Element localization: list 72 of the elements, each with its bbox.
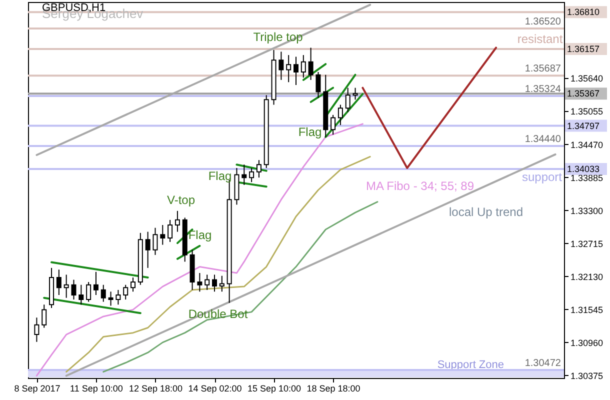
y-tick-label: 1.34470 — [570, 140, 604, 150]
y-tick-label: 1.32715 — [570, 238, 604, 249]
candlestick — [152, 227, 158, 256]
candlestick — [168, 219, 173, 242]
candlestick — [130, 277, 136, 292]
candlestick — [204, 274, 210, 290]
candlestick — [71, 279, 76, 300]
annotation: Triple top — [253, 30, 304, 44]
candlestick — [256, 160, 262, 178]
band-label: Support Zone — [437, 358, 504, 371]
candlestick — [42, 304, 47, 328]
candlestick — [294, 56, 298, 86]
candlestick — [145, 231, 150, 268]
candlestick — [78, 284, 84, 306]
candlestick — [249, 167, 254, 183]
ref-line-label: 1.35687 — [524, 64, 562, 75]
candlestick — [123, 284, 128, 300]
candlestick — [108, 291, 114, 306]
candlestick — [338, 104, 343, 126]
candlestick — [242, 164, 247, 186]
candlestick — [352, 87, 358, 100]
annotation: Flag — [188, 228, 212, 242]
y-tick-label: 1.35640 — [570, 74, 604, 84]
ref-line-label: 1.35367 — [567, 88, 600, 99]
candlestick — [316, 72, 321, 98]
x-tick-label: 11 Sep 10:00 — [70, 384, 123, 394]
candlestick — [278, 51, 284, 80]
annotation: Flag — [208, 169, 232, 183]
candlestick — [56, 269, 62, 296]
line-series — [36, 123, 364, 376]
annotation: resistant — [517, 32, 564, 46]
candlestick — [174, 210, 180, 232]
y-tick-label: 1.35055 — [570, 106, 604, 117]
candlestick — [219, 275, 224, 292]
y-tick-label: 1.30960 — [570, 338, 604, 348]
candlestick — [86, 282, 92, 302]
x-tick-label: 18 Sep 18:00 — [306, 384, 360, 394]
ref-line-label: 1.34033 — [567, 164, 600, 174]
ref-line-label: 1.36810 — [567, 7, 600, 18]
candlestick — [345, 87, 350, 113]
candlestick — [160, 224, 166, 246]
annotation: support — [522, 170, 563, 184]
candlestick — [300, 54, 306, 78]
x-tick-label: 12 Sep 18:00 — [128, 384, 183, 394]
y-tick-label: 1.33885 — [570, 172, 604, 183]
y-tick-label: 1.30375 — [570, 370, 604, 381]
candlestick — [93, 271, 98, 296]
candlestick — [116, 289, 121, 306]
candlestick — [212, 274, 218, 292]
annotation: MA Fibo - 34; 55; 89 — [366, 179, 474, 193]
ref-line-label: 1.34440 — [524, 134, 562, 145]
candlestick — [100, 284, 106, 302]
candlestick — [286, 54, 292, 83]
y-tick-label: 1.32130 — [570, 272, 604, 282]
ref-line-label: 1.36520 — [524, 16, 562, 28]
candlestick — [330, 114, 336, 136]
ref-line-label: 1.35324 — [524, 84, 562, 96]
annotation: Flag — [298, 125, 322, 139]
x-tick-label: 8 Sep 2017 — [14, 384, 60, 394]
y-tick-label: 1.33300 — [570, 206, 604, 216]
ref-line-label: 1.34797 — [567, 120, 600, 131]
annotation: local Up trend — [448, 205, 524, 219]
y-tick-label: 1.31545 — [570, 304, 604, 315]
candlestick — [64, 274, 69, 298]
ref-line-label: 1.30472 — [524, 358, 562, 369]
ref-line-label: 1.36157 — [567, 44, 600, 54]
annotation: V-top — [166, 193, 196, 207]
x-tick-label: 14 Sep 02:00 — [188, 384, 242, 394]
candlestick — [34, 317, 40, 342]
candlestick — [308, 47, 314, 80]
candlestick — [197, 272, 202, 292]
x-tick-label: 15 Sep 10:00 — [247, 384, 302, 394]
